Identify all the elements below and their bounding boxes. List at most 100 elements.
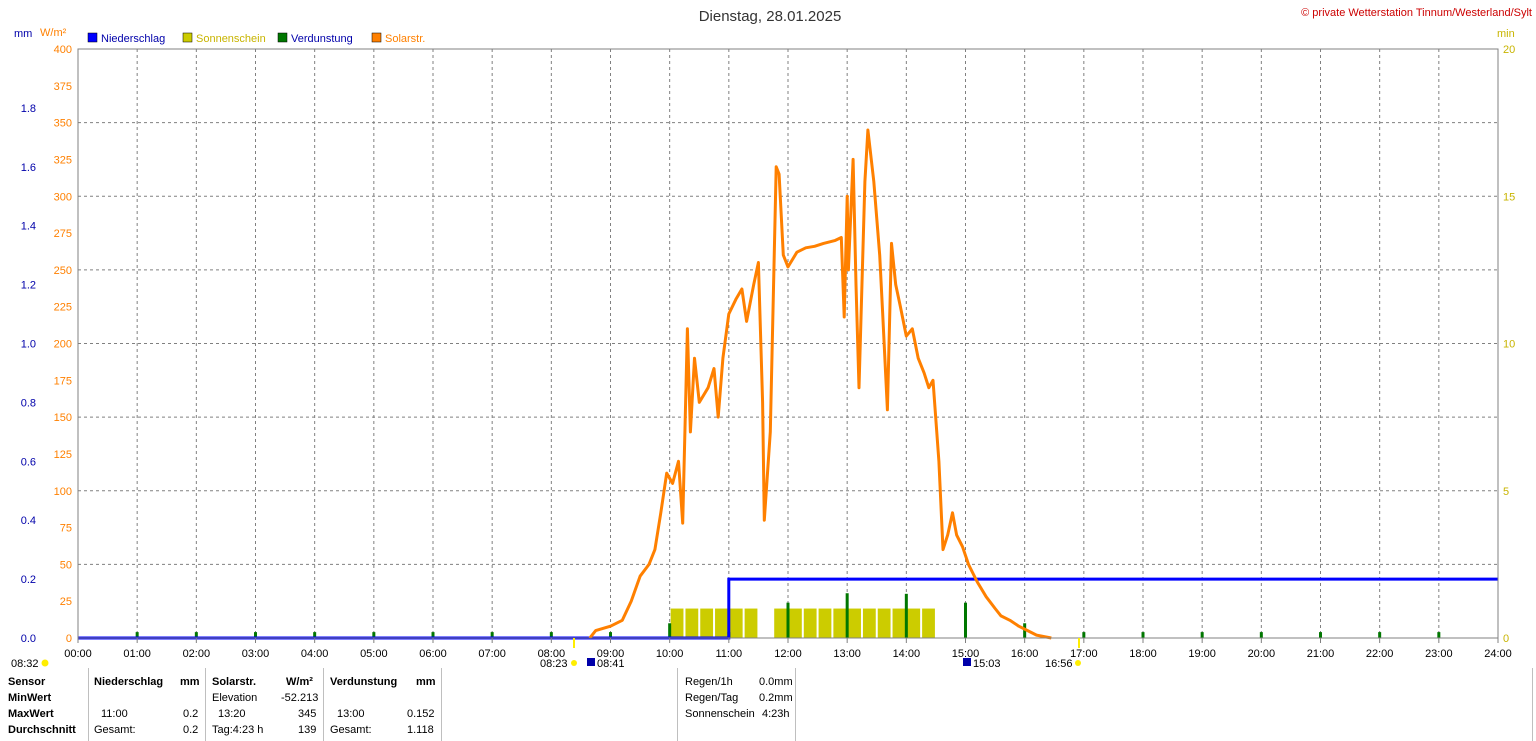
sunshine-bar (848, 608, 861, 638)
y-tick-precip: 0.4 (21, 515, 36, 527)
y-axis-sun: 0 5 10 15 20 (1503, 44, 1515, 645)
x-tick-label: 18:00 (1129, 648, 1157, 660)
table-divider (677, 668, 678, 741)
y-tick-solar: 200 (54, 339, 72, 351)
evaporation-bar (904, 593, 908, 638)
weather-chart: Dienstag, 28.01.2025 © private Wettersta… (11, 7, 1532, 668)
table-divider (323, 668, 324, 741)
evaporation-bar (845, 593, 849, 638)
x-tick-label: 17:00 (1070, 648, 1098, 660)
sunshine-bar (892, 608, 906, 638)
x-tick-label: 09:00 (597, 648, 625, 660)
sunshine-bar (729, 608, 743, 638)
sun-start-marker-icon (587, 658, 595, 666)
x-tick-label: 05:00 (360, 648, 388, 660)
sunrise-marker-icon (571, 660, 577, 666)
x-tick-label: 08:00 (538, 648, 566, 660)
evaporation-bar (964, 602, 967, 638)
sunshine-bar (833, 608, 847, 638)
x-tick-label: 19:00 (1188, 648, 1216, 660)
y-tick-solar: 0 (66, 633, 72, 645)
unit-niederschlag: mm (180, 676, 200, 688)
verdunstung-max-time: 13:00 (337, 708, 365, 720)
legend-label-solar: Solarstr. (385, 33, 425, 45)
solar-line (588, 128, 1052, 640)
table-divider (1532, 668, 1533, 741)
solar-avg-value: 139 (298, 724, 317, 736)
x-tick-label: 16:00 (1011, 648, 1039, 660)
row-label-sensor: Sensor (8, 676, 46, 688)
time-markers: 08:32 08:23 08:41 15:03 16:56 (11, 638, 1081, 668)
chart-title: Dienstag, 28.01.2025 (699, 8, 842, 25)
solar-min-label: Elevation (212, 692, 258, 704)
evaporation-bars (135, 593, 1441, 638)
evaporation-bar (1082, 632, 1086, 638)
y-tick-sun: 20 (1503, 44, 1515, 56)
niederschlag-avg-label: Gesamt: (94, 724, 136, 736)
unit-min-label: min (1497, 28, 1515, 40)
legend-swatch-niederschlag (87, 32, 98, 43)
sunshine-bar (862, 608, 876, 638)
evaporation-bar (1437, 632, 1441, 638)
x-tick-label: 04:00 (301, 648, 329, 660)
solar-avg-label: Tag:4:23 h (212, 724, 264, 736)
sunset-marker-icon (1075, 660, 1081, 666)
unit-solar: W/m² (286, 676, 313, 688)
y-tick-precip: 1.4 (21, 221, 36, 233)
y-axis-solar: 0 25 50 75 100 125 150 175 200 225 250 275 300 325 350… (54, 44, 72, 645)
x-tick-label: 20:00 (1248, 648, 1276, 660)
sunshine-bar (803, 608, 817, 638)
evaporation-bar (135, 632, 139, 638)
y-tick-solar: 400 (54, 44, 72, 56)
evaporation-bar (786, 602, 790, 638)
x-tick-label: 11:00 (715, 648, 742, 660)
y-tick-solar: 125 (54, 449, 72, 461)
sun-end-marker-icon (963, 658, 971, 666)
evaporation-bar (549, 632, 553, 638)
y-tick-solar: 25 (60, 596, 72, 608)
table-divider (795, 668, 796, 741)
sunshine-bar (700, 608, 714, 638)
copyright-label: © private Wetterstation Tinnum/Westerlan… (1301, 7, 1532, 19)
row-label-durchschnitt: Durchschnitt (8, 724, 76, 736)
x-axis: 00:00 01:00 02:00 03:00 04:00 05:00 06:00 07:00… (64, 638, 1512, 660)
y-tick-precip: 0.6 (21, 456, 36, 468)
x-tick-label: 00:00 (64, 648, 92, 660)
verdunstung-avg-label: Gesamt: (330, 724, 372, 736)
evaporation-bar (1141, 632, 1145, 638)
sunshine-bar (744, 608, 758, 638)
sunshine-bar (789, 608, 802, 638)
x-tick-label: 10:00 (656, 648, 684, 660)
legend-swatch-verdunstung (277, 32, 288, 43)
row-label-minwert: MinWert (8, 692, 52, 704)
y-tick-solar: 150 (54, 412, 72, 424)
sunshine-bar (670, 608, 684, 638)
extra-value-sonnenschein: 4:23h (762, 708, 790, 720)
x-tick-label: 07:00 (478, 648, 506, 660)
unit-verdunstung: mm (416, 676, 436, 688)
x-tick-label: 24:00 (1484, 648, 1512, 660)
header-verdunstung: Verdunstung (330, 676, 398, 688)
y-tick-precip: 1.6 (21, 162, 36, 174)
legend-swatch-solar (371, 32, 382, 43)
table-divider (441, 668, 442, 741)
x-tick-label: 21:00 (1307, 648, 1335, 660)
x-tick-label: 23:00 (1425, 648, 1453, 660)
y-tick-precip: 1.0 (21, 339, 36, 351)
unit-wm2-label: W/m² (40, 27, 67, 39)
sunshine-bar (877, 608, 891, 638)
y-tick-precip: 0.8 (21, 397, 36, 409)
marker-sunset: 16:56 (1045, 658, 1073, 668)
evaporation-bar (668, 623, 672, 638)
x-tick-label: 01:00 (123, 648, 151, 660)
evaporation-bar (372, 632, 376, 638)
marker-sun-end: 15:03 (973, 658, 1001, 668)
sun-marker-icon (41, 659, 49, 667)
evaporation-bar (1259, 632, 1263, 638)
y-tick-solar: 75 (60, 523, 72, 535)
evaporation-bar (490, 632, 494, 638)
evaporation-bar (609, 632, 612, 638)
niederschlag-max-value: 0.2 (183, 708, 199, 720)
extra-value-regen-tag: 0.2mm (759, 692, 793, 704)
y-tick-precip: 1.8 (21, 103, 36, 115)
